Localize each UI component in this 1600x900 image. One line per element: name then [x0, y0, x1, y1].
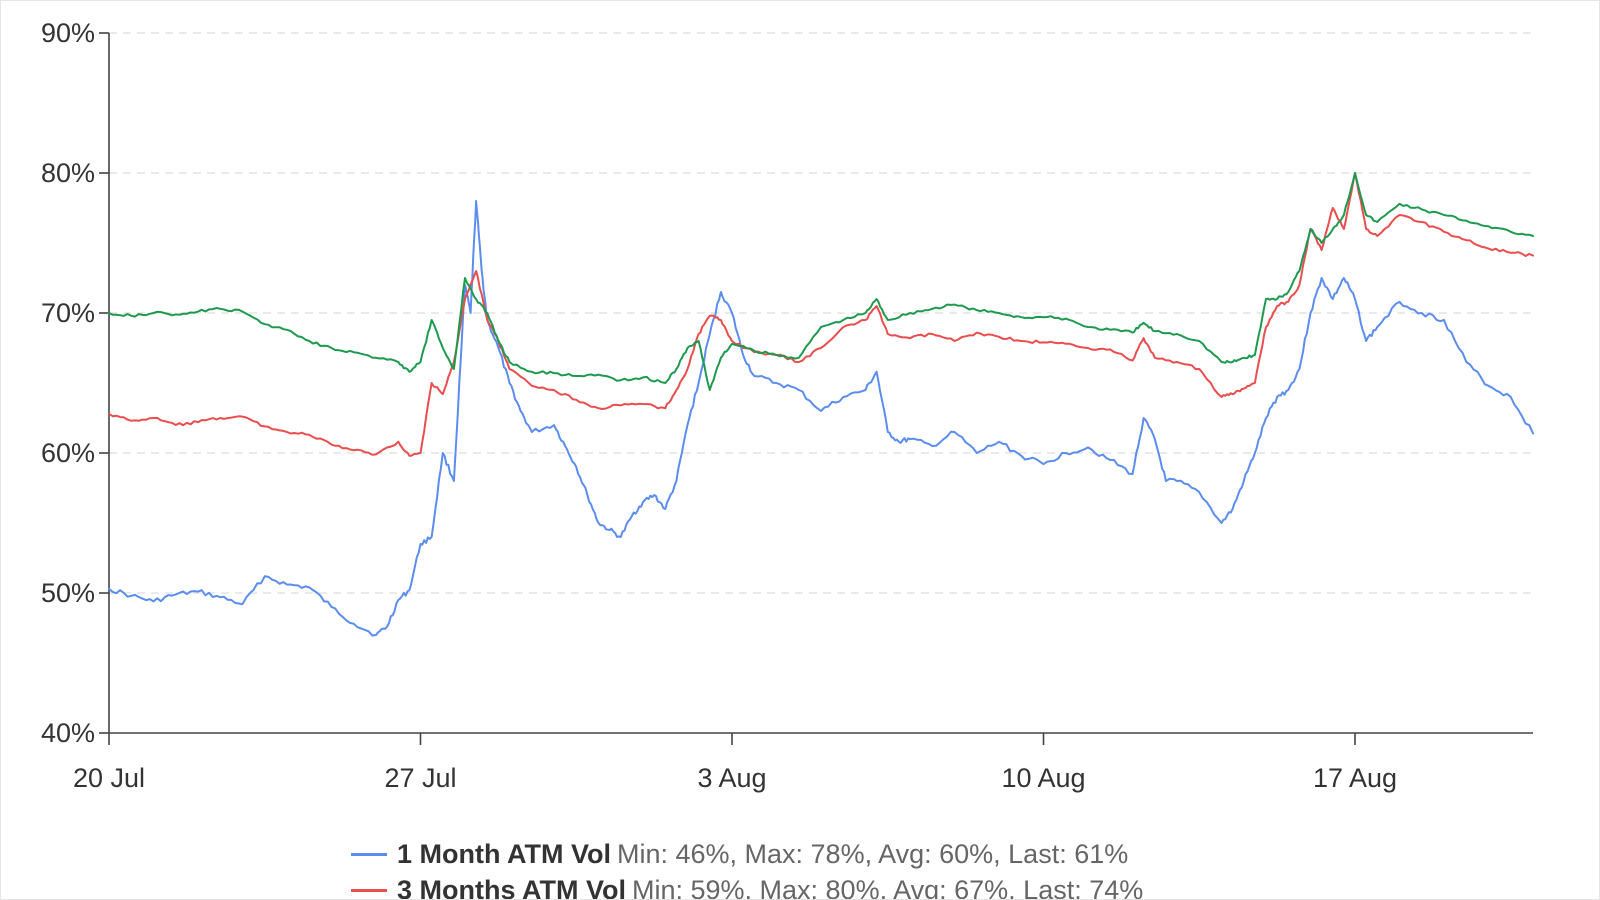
- x-tick-label: 20 Jul: [73, 763, 145, 793]
- legend-label-3m: 3 Months ATM Vol: [397, 874, 626, 900]
- y-tick-label: 80%: [41, 158, 95, 188]
- x-tick-label: 10 Aug: [1001, 763, 1085, 793]
- y-tick-label: 40%: [41, 718, 95, 748]
- series-line-3m: [108, 172, 1534, 457]
- grid-layer: [109, 32, 1533, 594]
- series-line-1m: [108, 200, 1534, 637]
- series-layer: [108, 172, 1534, 637]
- x-tick-label: 17 Aug: [1313, 763, 1397, 793]
- legend-label-1m: 1 Month ATM Vol: [397, 838, 611, 869]
- y-tick-label: 70%: [41, 298, 95, 328]
- y-tick-label: 90%: [41, 18, 95, 48]
- axis-layer: 40% 50% 60% 70% 80% 90% 20 Jul 27 Jul 3 Aug 10 Au…: [41, 18, 1533, 793]
- legend-stats-1m: Min: 46%, Max: 78%, Avg: 60%, Last: 61%: [616, 838, 1129, 869]
- legend-item-1m[interactable]: 1 Month ATM Vol Min: 46%, Max: 78%, Avg:…: [351, 837, 1128, 871]
- legend-stats-3m: Min: 59%, Max: 80%, Avg: 67%, Last: 74%: [631, 874, 1144, 900]
- x-tick-label: 27 Jul: [384, 763, 456, 793]
- y-tick-label: 50%: [41, 578, 95, 608]
- legend-swatch-1m: [351, 852, 387, 856]
- y-tick-label: 60%: [41, 438, 95, 468]
- legend-item-3m[interactable]: 3 Months ATM Vol Min: 59%, Max: 80%, Avg…: [351, 873, 1144, 900]
- x-tick-label: 3 Aug: [697, 763, 766, 793]
- series-line-6m: [108, 172, 1534, 391]
- legend-swatch-3m: [351, 888, 387, 892]
